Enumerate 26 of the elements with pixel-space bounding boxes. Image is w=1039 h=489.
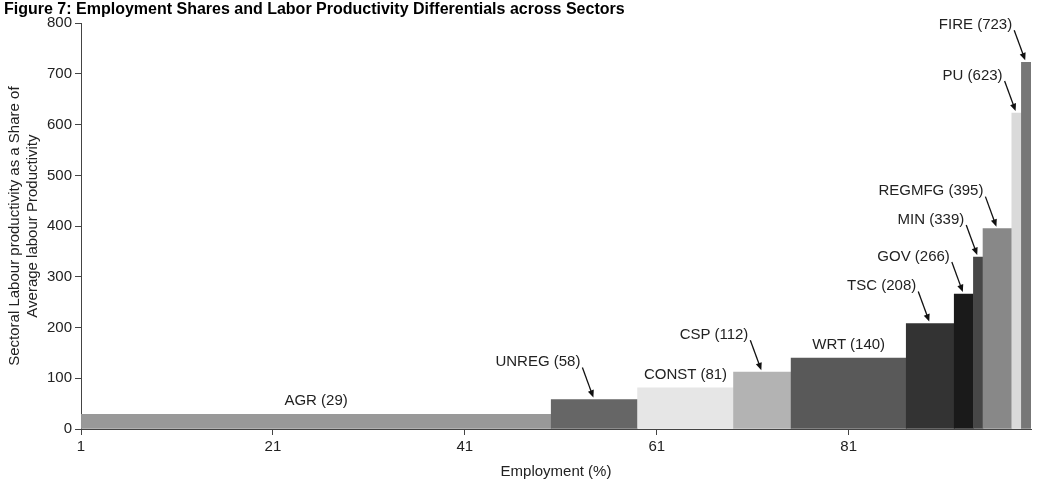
x-tick-label: 21: [264, 437, 282, 455]
annotation: PU (623): [942, 65, 1003, 83]
annotation: WRT (140): [812, 334, 886, 352]
x-tick-label: 81: [840, 437, 858, 455]
annotation: REGMFG (395): [878, 181, 984, 199]
annotation: CONST (81): [644, 364, 728, 382]
y-tick-label: 0: [63, 419, 73, 437]
x-tick-label: 41: [456, 437, 474, 455]
x-tick-label: 61: [648, 437, 666, 455]
annotation: MIN (339): [897, 209, 965, 227]
annotation: GOV (266): [877, 246, 950, 264]
y-tick-label: 200: [47, 317, 73, 335]
annotation: UNREG (58): [495, 352, 581, 370]
y-tick-label: 500: [47, 165, 73, 183]
y-tick-label: 700: [47, 64, 73, 82]
y-tick-label: 300: [47, 266, 73, 284]
y-tick-label: 100: [47, 368, 73, 386]
y-tick-label: 400: [47, 216, 73, 234]
y-axis-title: Sectoral Labour productivity as a Share of Average labour Productivity: [5, 85, 41, 366]
annotation: AGR (29): [284, 390, 348, 408]
x-axis-title: Employment (%): [500, 462, 612, 480]
annotation: TSC (208): [847, 276, 917, 294]
y-tick-label: 600: [47, 114, 73, 132]
annotation: FIRE (723): [938, 14, 1013, 32]
x-tick-label: 1: [76, 437, 86, 455]
annotation: CSP (112): [679, 324, 749, 342]
